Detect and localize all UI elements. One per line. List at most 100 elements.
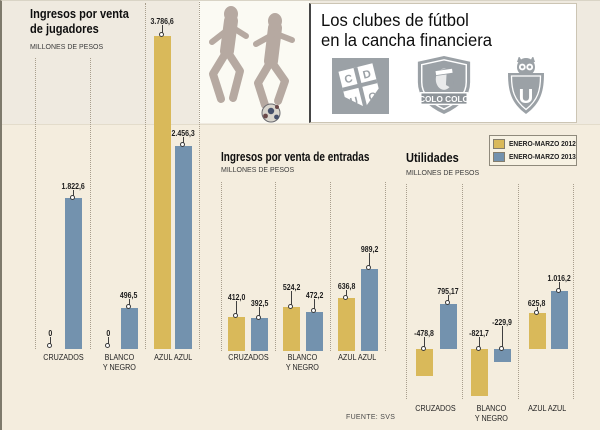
chart3-gridline-1 (406, 184, 407, 399)
bar-2012-blanco-y-negro (283, 307, 300, 351)
value-label-text: 2.456,3 (171, 128, 195, 138)
value-label-text: 524,2 (282, 282, 301, 292)
chart1-gridline-1 (35, 58, 36, 349)
chart1-gridline-3 (145, 3, 146, 349)
bar-2013-cruzados (439, 303, 457, 349)
bar-2012-azul-azul (153, 35, 171, 349)
value-label-text: 472,2 (305, 290, 324, 300)
main-title-line2: en la cancha financiera (321, 30, 492, 51)
value-leader-line (107, 337, 109, 346)
value-label-text: 1.822,6 (61, 181, 86, 191)
chart3-title: Utilidades (406, 150, 459, 165)
value-marker-2012-blanco-y-negro (104, 342, 110, 348)
chart3-gridline-3 (518, 184, 519, 399)
legend-label-2012: ENERO-MARZO 2012 (509, 140, 576, 148)
value-leader-line (369, 253, 370, 269)
svg-text:C: C (343, 73, 354, 87)
legend-item-2013: ENERO-MARZO 2013 (493, 152, 576, 162)
value-marker-2013-cruzados (444, 300, 450, 306)
value-label-text: 412,0 (227, 292, 246, 302)
value-leader-line (291, 291, 292, 308)
bar-2012-blanco-y-negro (471, 349, 488, 396)
bar-2013-cruzados (65, 198, 82, 349)
category-label-text: CRUZADOS (227, 353, 269, 362)
bar-2013-cruzados (251, 318, 268, 351)
bar-2012-azul-azul (528, 313, 546, 349)
chart1-title-line2: de jugadores (30, 20, 99, 36)
value-marker-2012-azul-azul (158, 32, 164, 38)
value-leader-line (182, 137, 184, 146)
value-marker-2013-blanco-y-negro (311, 308, 316, 314)
category-label-text: BLANCO Y NEGRO (285, 353, 320, 372)
chart2-gridline-1 (221, 182, 222, 351)
bar-2012-azul-azul (338, 298, 355, 351)
value-label-text: 3.786,6 (150, 16, 174, 26)
value-label-text: -229,9 (492, 317, 513, 327)
value-marker-2013-azul-azul (179, 142, 185, 148)
value-leader-line (49, 337, 51, 346)
value-marker-2013-azul-azul (366, 265, 371, 271)
header-panel: Los clubes de fútbol en la cancha financ… (309, 3, 577, 123)
bar-2013-blanco-y-negro (120, 307, 138, 349)
category-label-text: BLANCO Y NEGRO (102, 353, 136, 372)
value-marker-2012-cruzados (233, 313, 238, 319)
value-leader-line (424, 337, 425, 349)
chart3-gridline-4 (573, 184, 574, 399)
value-marker-2013-blanco-y-negro (499, 345, 504, 351)
value-label-text: 0 (48, 328, 52, 338)
value-leader-line (447, 295, 449, 304)
value-marker-2013-cruzados (256, 314, 261, 320)
bar-2012-cruzados (228, 316, 245, 351)
chart1-title-line1: Ingresos por venta (30, 6, 129, 21)
main-title: Los clubes de fútbol en la cancha financ… (321, 10, 492, 51)
value-leader-line (479, 337, 480, 349)
chart1-title: Ingresos por venta de jugadores (30, 6, 129, 36)
players-panel (199, 1, 310, 123)
main-title-line1: Los clubes de fútbol (321, 10, 469, 30)
bar-2013-azul-azul (361, 268, 378, 351)
source-note: FUENTE: SVS (346, 414, 396, 421)
chart1-gridline-2 (90, 58, 91, 349)
chart2-title: Ingresos por venta de entradas (221, 150, 370, 164)
chart1-subtitle: MILLONES DE PESOS (30, 44, 104, 51)
bar-2013-blanco-y-negro (306, 311, 323, 351)
value-label-text: 1.016,2 (547, 273, 571, 283)
value-leader-line (259, 307, 260, 319)
value-leader-line (502, 326, 503, 349)
u-de-chile-crest-icon: U (508, 57, 544, 114)
value-label-text: 795,17 (437, 286, 459, 296)
value-leader-line (558, 282, 560, 292)
value-label-text: 392,5 (250, 298, 269, 308)
legend-label-2013: ENERO-MARZO 2013 (509, 153, 576, 161)
value-label-text: 0 (106, 328, 110, 338)
svg-text:D: D (362, 68, 373, 82)
chart2-gridline-3 (330, 182, 331, 351)
legend-swatch-2012 (493, 139, 505, 149)
chart2-subtitle: MILLONES DE PESOS (221, 167, 295, 174)
legend: ENERO-MARZO 2012 ENERO-MARZO 2013 (489, 135, 577, 166)
category-label-text: CRUZADOS (415, 404, 456, 413)
svg-text:C: C (367, 90, 378, 104)
value-leader-line (314, 299, 315, 312)
legend-swatch-2013 (493, 152, 505, 162)
u-letter-text: U (519, 86, 533, 108)
chart2-gridline-2 (275, 182, 276, 351)
value-label-text: -821,7 (469, 328, 490, 338)
value-label-text: 496,5 (120, 290, 138, 300)
soccer-players-illustration (209, 6, 295, 123)
value-label-text: 989,2 (360, 244, 379, 254)
value-leader-line (236, 301, 237, 317)
value-marker-2012-cruzados (421, 345, 426, 351)
value-marker-2012-blanco-y-negro (476, 345, 481, 351)
value-marker-2012-azul-azul (343, 294, 348, 300)
value-marker-2012-blanco-y-negro (288, 303, 293, 309)
chart3-gridline-2 (461, 184, 463, 399)
cduc-crest-icon: C D U C (332, 58, 389, 114)
value-marker-2012-cruzados (46, 342, 52, 348)
category-label-text: CRUZADOS (42, 353, 84, 362)
category-label-text: AZUL AZUL (338, 353, 377, 362)
bar-2012-cruzados (416, 349, 433, 377)
category-label-text: AZUL AZUL (527, 404, 567, 413)
value-leader-line (128, 299, 130, 308)
